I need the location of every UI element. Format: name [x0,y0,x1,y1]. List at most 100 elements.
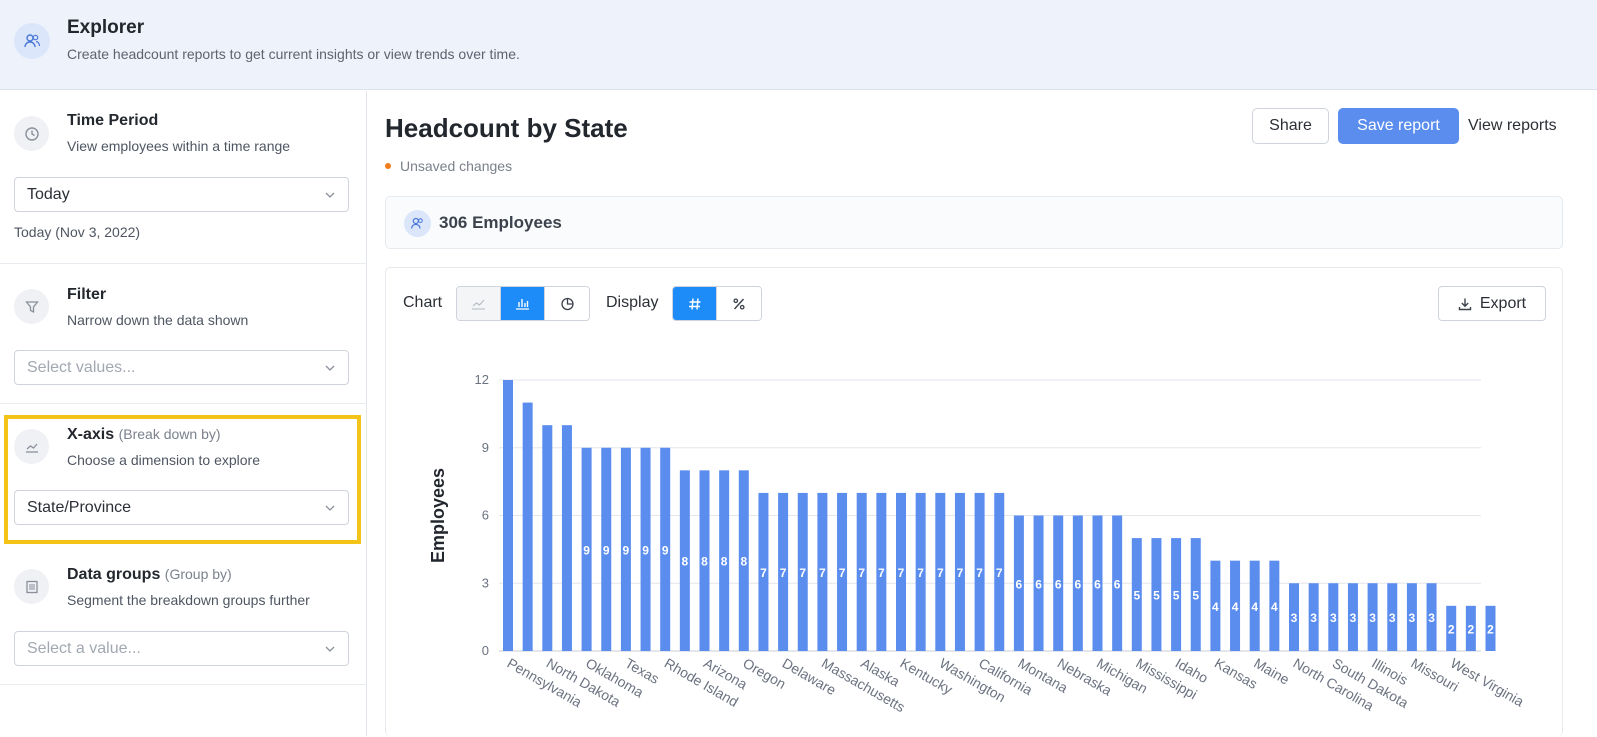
display-toggle [672,286,762,321]
bar-value-label: 8 [721,555,728,569]
save-report-button[interactable]: Save report [1338,108,1459,144]
view-reports-button[interactable]: View reports [1468,108,1568,144]
bar [954,492,965,651]
filter-select[interactable]: Select values... [14,350,349,385]
bar-value-label: 9 [642,543,649,557]
bar-value-label: 3 [1389,611,1396,625]
x-axis-value: State/Province [27,499,132,516]
bar [1367,583,1378,651]
bar-value-label: 7 [760,566,767,580]
bar-value-label: 7 [858,566,865,580]
display-label: Display [606,294,659,311]
line-chart-icon [472,299,485,310]
bar-value-label: 9 [662,543,669,557]
bar [719,470,730,651]
bar [797,492,808,651]
bar-value-label: 6 [1055,577,1062,591]
data-groups-section: Data groups (Group by) Segment the break… [0,545,366,685]
bar-value-label: 8 [682,555,689,569]
export-button[interactable]: Export [1438,286,1546,321]
bar [1092,515,1103,651]
line-chart-toggle[interactable] [457,287,501,320]
bar [1289,583,1299,651]
bar-value-label: 5 [1153,589,1160,603]
x-tick-label: Oregon [740,655,788,692]
bar-value-label: 4 [1271,600,1278,614]
bar-value-label: 7 [917,566,924,580]
bar [542,425,553,651]
bar [896,492,906,651]
bar [1249,560,1260,651]
data-groups-select[interactable]: Select a value... [14,631,349,666]
x-axis-title-sub: (Break down by) [118,426,221,442]
employees-icon [404,210,431,237]
chart-card: Chart Display Export 0 3 6 9 12 Empl [385,267,1563,736]
unsaved-dot [385,163,391,170]
filter-title: Filter [67,286,107,303]
chevron-down-icon [325,646,335,652]
bar [876,492,887,651]
config-sidebar: Time Period View employees within a time… [0,91,367,736]
chevron-down-icon [325,505,335,511]
bar-value-label: 7 [819,566,826,580]
bar [915,492,926,651]
y-tick-label: 12 [475,372,489,387]
bar-chart-toggle[interactable] [501,287,545,320]
y-axis-label: Employees [428,468,448,563]
bar-value-label: 6 [1114,577,1121,591]
bar [1485,605,1496,651]
bar [1328,583,1339,651]
page-title: Explorer [67,17,145,38]
bar [1112,515,1123,651]
bar-value-label: 7 [780,566,787,580]
bar-value-label: 3 [1291,611,1298,625]
explorer-icon [14,23,50,59]
x-axis-select[interactable]: State/Province [14,490,349,525]
x-axis-title: X-axis (Break down by) [67,426,221,444]
clock-icon [14,116,49,151]
time-period-desc: View employees within a time range [67,138,291,154]
percent-display-toggle[interactable] [717,287,761,320]
download-icon [1458,298,1472,310]
chart-type-toggle [456,286,590,321]
filter-section: Filter Narrow down the data shown Select… [0,265,366,404]
bar-value-label: 4 [1232,600,1239,614]
line-chart-icon [14,429,49,464]
filter-placeholder: Select values... [27,359,136,376]
bar-value-label: 7 [976,566,983,580]
bar-value-label: 6 [1075,577,1082,591]
data-groups-title-main: Data groups [67,566,161,583]
bar [1308,583,1319,651]
x-axis-section: X-axis (Break down by) Choose a dimensio… [0,405,366,545]
bar-value-label: 5 [1133,589,1140,603]
bar [1053,515,1064,651]
y-tick-label: 3 [482,575,489,590]
time-period-note: Today (Nov 3, 2022) [14,224,141,240]
x-axis-desc: Choose a dimension to explore [67,452,261,468]
bar-value-label: 3 [1310,611,1317,625]
bar [1465,605,1476,651]
bar [837,492,848,651]
x-axis-highlight-box [4,415,361,544]
bar [1269,560,1280,651]
bar [1446,605,1457,651]
chevron-down-icon [325,365,335,371]
x-tick-label: Kansas [1212,655,1260,692]
x-axis-title-main: X-axis [67,426,115,443]
bar [699,470,710,651]
bar [561,425,572,651]
report-title: Headcount by State [385,113,628,143]
chart-type-label: Chart [403,294,443,311]
pie-chart-icon [560,297,574,311]
time-period-section: Time Period View employees within a time… [0,91,366,264]
bar [856,492,867,651]
bar [660,447,671,651]
bar-value-label: 5 [1173,589,1180,603]
bar [1131,538,1142,651]
count-display-toggle[interactable] [673,287,717,320]
pie-chart-toggle[interactable] [545,287,589,320]
time-period-select[interactable]: Today [14,177,349,212]
page-subtitle: Create headcount reports to get current … [67,46,520,62]
bar [1347,583,1358,651]
share-button[interactable]: Share [1252,108,1329,144]
